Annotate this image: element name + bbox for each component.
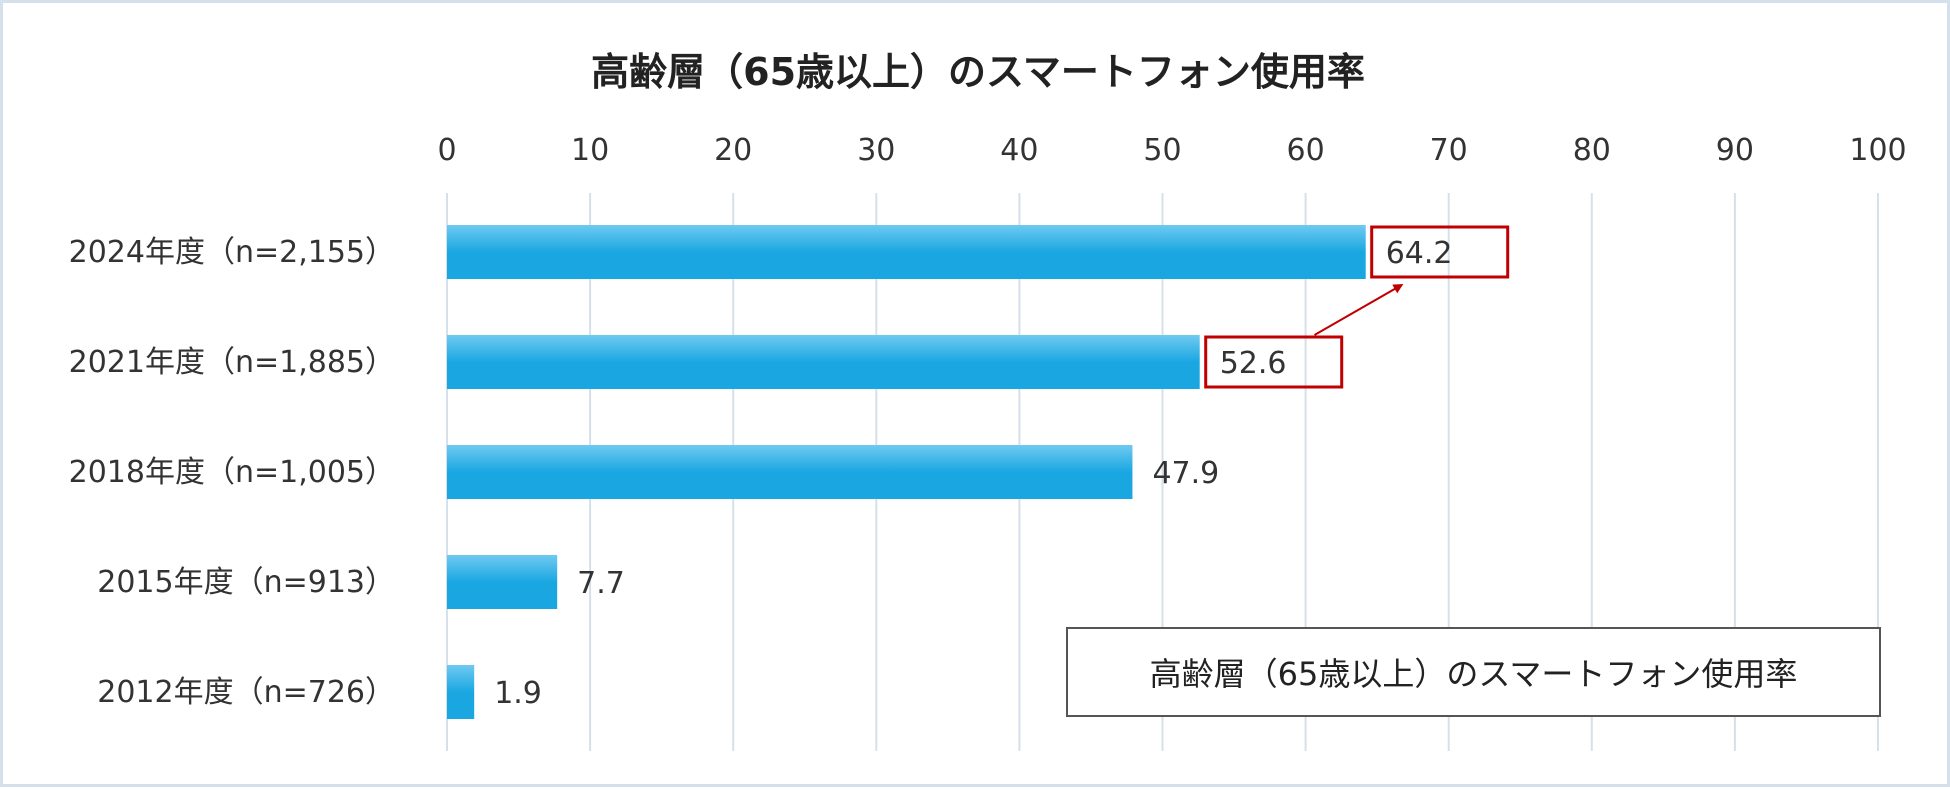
x-tick-label: 30 — [857, 133, 895, 168]
value-label: 1.9 — [494, 676, 542, 711]
category-label: 2015年度（n=913） — [97, 565, 395, 600]
x-tick-label: 90 — [1716, 133, 1754, 168]
category-label: 2018年度（n=1,005） — [69, 455, 395, 490]
bar — [447, 225, 1366, 279]
bar-chart: 0 10 20 30 40 50 60 70 80 90 100 2024年度（n=2,155） 64… — [69, 133, 1907, 751]
x-tick-label: 0 — [437, 133, 456, 168]
value-label: 7.7 — [577, 566, 625, 601]
bar — [447, 445, 1133, 499]
value-label: 47.9 — [1152, 456, 1219, 491]
category-label: 2012年度（n=726） — [97, 675, 395, 710]
x-tick-label: 70 — [1430, 133, 1468, 168]
bar — [447, 555, 558, 609]
value-label: 52.6 — [1220, 346, 1287, 381]
category-label: 2021年度（n=1,885） — [69, 345, 395, 380]
x-tick-label: 60 — [1287, 133, 1325, 168]
x-tick-label: 20 — [714, 133, 752, 168]
value-label: 64.2 — [1386, 236, 1453, 271]
bar — [447, 335, 1200, 389]
x-tick-label: 50 — [1143, 133, 1181, 168]
category-label: 2024年度（n=2,155） — [69, 235, 395, 270]
chart-title: 高齢層（65歳以上）のスマートフォン使用率 — [591, 50, 1365, 94]
highlight-box — [1370, 225, 1510, 279]
x-tick-label: 40 — [1000, 133, 1038, 168]
bar — [447, 665, 475, 719]
x-tick-label: 10 — [571, 133, 609, 168]
x-tick-label: 80 — [1573, 133, 1611, 168]
x-tick-label: 100 — [1849, 133, 1906, 168]
legend-box: 高齢層（65歳以上）のスマートフォン使用率 — [1066, 627, 1881, 717]
highlight-box — [1204, 335, 1344, 389]
trend-arrow — [1314, 284, 1404, 336]
